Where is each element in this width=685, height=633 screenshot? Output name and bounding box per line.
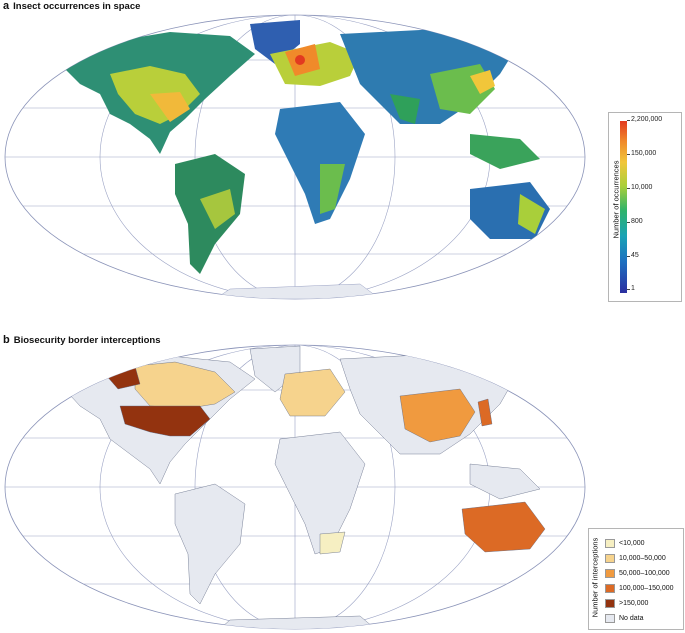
legend-label: 10,000–50,000 — [619, 555, 666, 562]
legend-tick: 10,000 — [626, 184, 653, 191]
new-zealand — [554, 548, 569, 570]
legend-label: No data — [619, 615, 644, 622]
legend-title: Number of interceptions — [590, 537, 600, 618]
canada — [134, 361, 236, 409]
asia — [340, 29, 520, 124]
se-asia — [469, 463, 541, 500]
africa — [275, 102, 365, 224]
panel-b-title: b Biosecurity border interceptions — [3, 334, 161, 346]
legend-swatch — [605, 554, 615, 563]
color-scale-bar — [620, 121, 627, 293]
legend-label: 100,000–150,000 — [619, 585, 674, 592]
panel-a-title: a Insect occurrences in space — [3, 0, 140, 12]
china — [399, 388, 476, 443]
europe — [279, 368, 346, 417]
interceptions-legend: Number of interceptions <10,000 10,000–5… — [588, 528, 684, 630]
legend-item: 50,000–100,000 — [605, 568, 670, 579]
legend-title: Number of occurrences — [611, 160, 621, 239]
legend-label: >150,000 — [619, 600, 649, 607]
legend-swatch — [605, 569, 615, 578]
legend-label: 50,000–100,000 — [619, 570, 670, 577]
legend-swatch — [605, 599, 615, 608]
south-africa — [319, 531, 346, 555]
legend-tick: 2,200,000 — [626, 116, 663, 123]
usa — [119, 405, 211, 437]
legend-tick: 45 — [627, 252, 639, 259]
panel-b-title-text: Biosecurity border interceptions — [13, 335, 161, 346]
legend-tick: 800 — [627, 218, 643, 225]
legend-item: 100,000–150,000 — [605, 583, 674, 594]
panel-a-title-text: Insect occurrences in space — [13, 1, 141, 12]
interceptions-map — [4, 344, 586, 630]
legend-item: No data — [605, 613, 644, 624]
legend-item: >150,000 — [605, 598, 648, 609]
legend-tick: 1 — [627, 285, 635, 292]
legend-item: 10,000–50,000 — [605, 553, 666, 564]
japan — [477, 398, 493, 427]
panel-a-letter: a — [3, 0, 10, 12]
occurrence-legend: 2,200,000 150,000 10,000 800 45 1 Number… — [608, 112, 682, 302]
occurrence-map — [4, 14, 586, 300]
legend-label: <10,000 — [619, 540, 645, 547]
legend-swatch — [605, 614, 615, 623]
australia — [461, 501, 546, 553]
south-america — [174, 483, 246, 605]
panel-b-letter: b — [3, 334, 10, 346]
legend-item: <10,000 — [605, 538, 645, 549]
legend-swatch — [605, 584, 615, 593]
land-density — [60, 20, 575, 299]
legend-tick: 150,000 — [626, 150, 657, 157]
legend-swatch — [605, 539, 615, 548]
